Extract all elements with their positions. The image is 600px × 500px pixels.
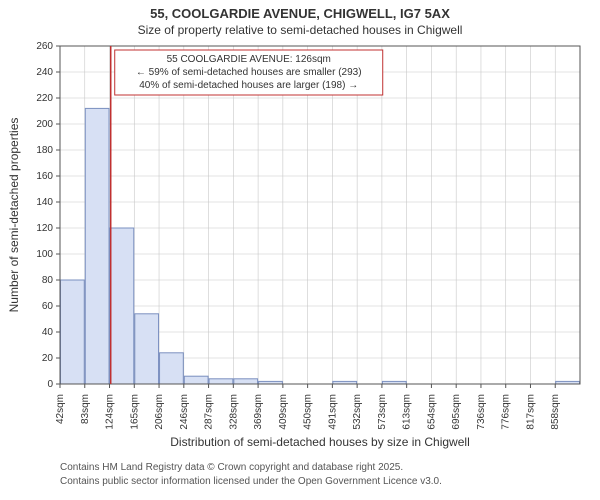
ytick-label: 140 — [36, 197, 53, 208]
xtick-label: 124sqm — [105, 394, 116, 430]
xtick-label: 206sqm — [154, 394, 165, 430]
histogram-bar — [85, 109, 109, 385]
xtick-label: 409sqm — [278, 394, 289, 430]
ytick-label: 180 — [36, 145, 53, 156]
xtick-label: 83sqm — [80, 394, 91, 424]
ytick-label: 200 — [36, 119, 53, 130]
annotation-line3: 40% of semi-detached houses are larger (… — [139, 80, 358, 91]
xtick-label: 287sqm — [204, 394, 215, 430]
ytick-label: 60 — [42, 301, 54, 312]
ytick-label: 40 — [42, 327, 54, 338]
xtick-label: 246sqm — [179, 394, 190, 430]
footer-line2: Contains public sector information licen… — [60, 476, 442, 487]
xtick-label: 613sqm — [402, 394, 413, 430]
xtick-label: 654sqm — [426, 394, 437, 430]
histogram-bar — [61, 280, 85, 384]
annotation-line2: ← 59% of semi-detached houses are smalle… — [136, 67, 362, 78]
xtick-label: 491sqm — [327, 394, 338, 430]
y-axis-label: Number of semi-detached properties — [7, 118, 21, 313]
xtick-label: 736sqm — [476, 394, 487, 430]
xtick-label: 532sqm — [352, 394, 363, 430]
xtick-label: 858sqm — [550, 394, 561, 430]
ytick-label: 260 — [36, 41, 53, 52]
annotation-line1: 55 COOLGARDIE AVENUE: 126sqm — [167, 54, 331, 65]
ytick-label: 100 — [36, 249, 53, 260]
ytick-label: 20 — [42, 353, 54, 364]
xtick-label: 42sqm — [55, 394, 66, 424]
ytick-label: 80 — [42, 275, 54, 286]
histogram-bar — [209, 379, 233, 384]
ytick-label: 220 — [36, 93, 53, 104]
x-axis-label: Distribution of semi-detached houses by … — [170, 435, 469, 449]
ytick-label: 120 — [36, 223, 53, 234]
ytick-label: 240 — [36, 67, 53, 78]
xtick-label: 165sqm — [129, 394, 140, 430]
histogram-bar — [135, 314, 159, 384]
xtick-label: 817sqm — [525, 394, 536, 430]
xtick-label: 450sqm — [303, 394, 314, 430]
histogram-bar — [234, 379, 258, 384]
page-subtitle: Size of property relative to semi-detach… — [0, 23, 600, 39]
xtick-label: 695sqm — [451, 394, 462, 430]
histogram-chart: 0 20 40 60 80 100 120 140 160 180 200 220 240 260 42sq… — [0, 38, 600, 498]
footer-line1: Contains HM Land Registry data © Crown c… — [60, 462, 403, 473]
histogram-bar — [110, 228, 134, 384]
histogram-bar — [184, 377, 208, 385]
histogram-bar — [160, 353, 184, 384]
xtick-label: 369sqm — [253, 394, 264, 430]
ytick-label: 0 — [47, 379, 53, 390]
xtick-label: 573sqm — [377, 394, 388, 430]
xtick-label: 328sqm — [228, 394, 239, 430]
xtick-label: 776sqm — [501, 394, 512, 430]
page-title: 55, COOLGARDIE AVENUE, CHIGWELL, IG7 5AX — [0, 0, 600, 23]
ytick-label: 160 — [36, 171, 53, 182]
